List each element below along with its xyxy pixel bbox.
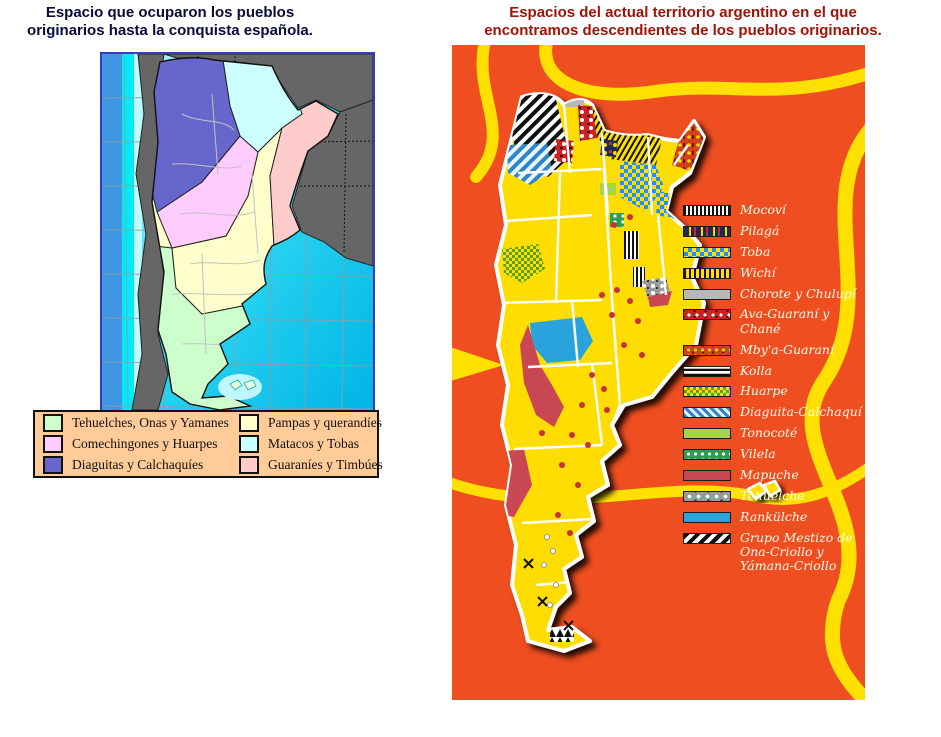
legend-item-tonocote: Tonocoté [683, 425, 866, 441]
legend-item-tehuelche: Tehuelche [683, 487, 866, 503]
legend-label: Diaguitas y Calchaquíes [72, 457, 204, 472]
diaguita-calchaqui-swatch [683, 407, 731, 419]
legend-item-vilela: Vilela [683, 446, 866, 461]
tehuelches-onas-swatch [43, 414, 63, 432]
pilaga-swatch [683, 225, 731, 237]
area-toba-1 [620, 161, 664, 211]
region-diaguitas [152, 57, 241, 213]
wichi-swatch [683, 267, 731, 279]
legend-label: Tehuelche [740, 487, 805, 503]
legend-label: Vilela [740, 446, 776, 461]
present-day-legend: Mocoví Pilagá Toba Wichí Chorote y Chulu… [683, 202, 866, 574]
legend-label: Huarpe [740, 383, 788, 399]
area-mocovi-1 [624, 231, 639, 259]
legend-label: Tonocoté [740, 425, 798, 441]
tehuelche-swatch [683, 490, 731, 502]
legend-label: Mocoví [740, 202, 786, 217]
legend-item-chorote: Chorote y Chulupí [683, 285, 866, 301]
left-map-title: Espacio que ocuparon los pueblos origina… [5, 4, 335, 40]
legend-item-diaguitas: Diaguitas y Calchaquíes [43, 455, 239, 475]
area-diaguita [507, 143, 552, 185]
vilela-swatch [683, 449, 731, 460]
legend-item-tehuelches-onas: Tehuelches, Onas y Yamanes [43, 413, 239, 433]
legend-label: Pilagá [740, 222, 780, 238]
left-map-title-line1: Espacio que ocuparon los pueblos [45, 4, 295, 21]
pre-conquest-legend: Tehuelches, Onas y Yamanes Pampas y quer… [33, 410, 383, 478]
legend-item-ava-guarani: Ava-Guaraní y Chané [683, 307, 866, 336]
legend-item-huarpe: Huarpe [683, 383, 866, 399]
falkland-islands-right [746, 479, 782, 501]
legend-item-mbya-guarani: Mby'a-Guaraní [683, 341, 866, 357]
area-tonocote [600, 183, 616, 195]
pre-conquest-map [100, 52, 375, 412]
area-mestizo [550, 629, 574, 642]
area-huarpe [502, 244, 545, 283]
legend-label: Mby'a-Guaraní [740, 341, 834, 357]
chorote-swatch [683, 288, 731, 300]
legend-label: Wichí [740, 264, 776, 280]
legend-item-guaranies: Guaraníes y Timbúes [239, 455, 383, 475]
matacos-swatch [239, 435, 259, 453]
legend-item-toba: Toba [683, 243, 866, 259]
legend-item-rankulche: Rankülche [683, 508, 866, 524]
province-lines [171, 93, 263, 355]
argentina-outline [151, 57, 339, 410]
left-map-title-line2: originarios hasta la conquista española. [27, 22, 313, 39]
legend-label: Comechingones y Huarpes [72, 436, 218, 451]
legend-item-mapuche: Mapuche [683, 466, 866, 482]
legend-label: Matacos y Tobas [268, 436, 360, 451]
ava-guarani-swatch [683, 309, 731, 321]
legend-item-kolla: Kolla [683, 362, 866, 378]
legend-item-diaguita-calchaqui: Diaguita-Calchaquí [683, 404, 866, 420]
mbya-guarani-swatch [683, 344, 731, 356]
right-map-title-line2: encontramos descendientes de los pueblos… [484, 22, 882, 39]
legend-item-pilaga: Pilagá [683, 222, 866, 238]
area-mapuche-west [520, 325, 564, 427]
legend-item-mocovi: Mocoví [683, 202, 866, 217]
legend-label: Diaguita-Calchaquí [740, 404, 862, 420]
legend-label: Toba [740, 243, 771, 259]
legend-item-comechingones: Comechingones y Huarpes [43, 434, 239, 454]
legend-label: Tehuelches, Onas y Yamanes [72, 415, 229, 430]
toba-swatch [683, 246, 731, 258]
legend-label: Guaraníes y Timbúes [268, 457, 383, 472]
huarpe-swatch [683, 386, 731, 398]
legend-item-grupo-mestizo: Grupo Mestizo de Ona-Criollo y Yámana-Cr… [683, 529, 866, 574]
kolla-swatch [683, 365, 731, 377]
present-day-poster: Mocoví Pilagá Toba Wichí Chorote y Chulu… [452, 45, 865, 700]
pampas-swatch [239, 414, 259, 432]
area-ava-guarani-2 [554, 139, 574, 163]
guaranies-swatch [239, 456, 259, 474]
legend-label: Pampas y querandíes [268, 415, 382, 430]
rankulche-swatch [683, 511, 731, 523]
legend-label: Grupo Mestizo de Ona-Criollo y Yámana-Cr… [740, 529, 853, 574]
south-markers [523, 533, 574, 631]
legend-label: Mapuche [740, 466, 799, 482]
settlement-dots [539, 214, 645, 536]
diaguitas-swatch [43, 456, 63, 474]
legend-item-wichi: Wichí [683, 264, 866, 280]
right-map-title-line1: Espacios del actual territorio argentino… [509, 4, 857, 21]
comechingones-swatch [43, 435, 63, 453]
right-map-title: Espacios del actual territorio argentino… [432, 4, 934, 40]
grupo-mestizo-swatch [683, 532, 731, 544]
present-day-map-svg [452, 45, 865, 700]
tonocote-swatch [683, 428, 731, 440]
legend-label: Chorote y Chulupí [740, 285, 856, 301]
mapuche-swatch [683, 469, 731, 481]
legend-item-pampas: Pampas y querandíes [239, 413, 383, 433]
legend-item-matacos: Matacos y Tobas [239, 434, 383, 454]
mocovi-swatch [683, 205, 731, 216]
falkland-islands [218, 374, 262, 400]
legend-label: Kolla [740, 362, 772, 378]
legend-label: Rankülche [740, 508, 808, 524]
area-mocovi-2 [633, 267, 645, 287]
pre-conquest-map-svg [102, 54, 373, 410]
legend-label: Ava-Guaraní y Chané [740, 306, 830, 336]
